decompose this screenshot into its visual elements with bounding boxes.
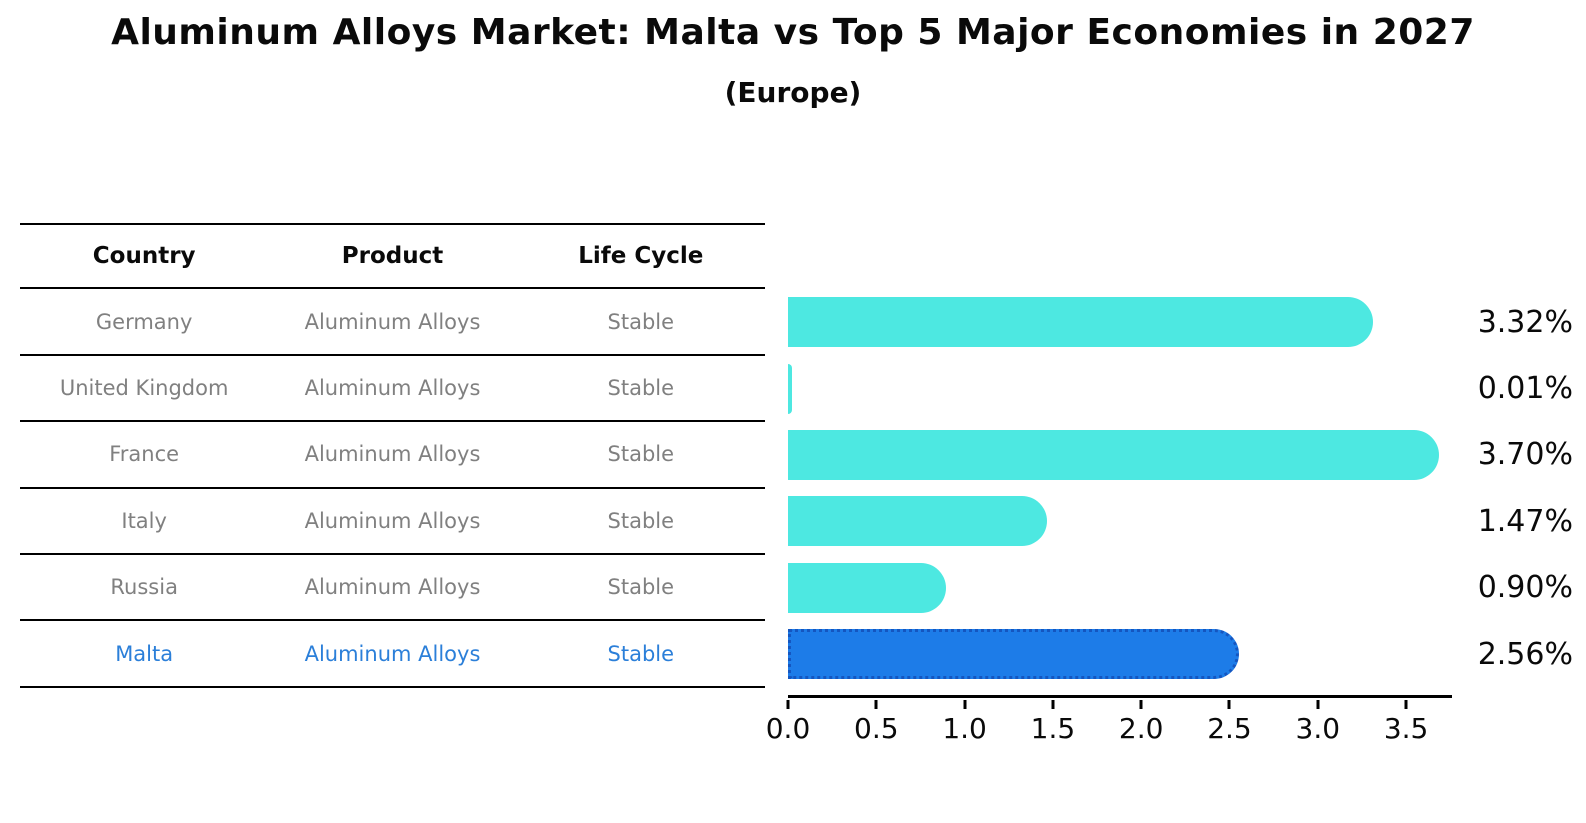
- table-header-row: Country Product Life Cycle: [20, 223, 765, 290]
- x-axis-tick-label: 2.0: [1118, 712, 1164, 745]
- x-axis-tick: [1051, 700, 1055, 709]
- value-labels-column: 3.32% 0.01% 3.70% 1.47% 0.90% 2.56%: [1455, 289, 1573, 687]
- cell-product: Aluminum Alloys: [304, 309, 481, 334]
- cell-product: Aluminum Alloys: [304, 641, 481, 666]
- x-axis-tick-label: 3.0: [1295, 712, 1341, 745]
- x-axis-tick-label: 1.5: [1030, 712, 1076, 745]
- value-label-france: 3.70%: [1477, 437, 1573, 473]
- value-label-russia: 0.90%: [1477, 570, 1573, 606]
- cell-product: Aluminum Alloys: [304, 575, 481, 600]
- cell-life-cycle: Stable: [607, 641, 675, 666]
- country-table: Country Product Life Cycle Germany Alumi…: [20, 223, 765, 688]
- bar-italy: [788, 496, 1047, 547]
- bar-united-kingdom: [788, 363, 792, 414]
- bar-row-france: [788, 422, 1450, 488]
- x-axis-tick-label: 1.0: [942, 712, 987, 745]
- table-row-united-kingdom: United Kingdom Aluminum Alloys Stable: [20, 356, 765, 423]
- value-label-italy: 1.47%: [1477, 503, 1573, 539]
- cell-life-cycle: Stable: [607, 442, 675, 467]
- bar-france: [788, 429, 1440, 480]
- x-axis-tick: [874, 700, 878, 709]
- table-row-germany: Germany Aluminum Alloys Stable: [20, 289, 765, 356]
- x-axis-tick-label: 2.5: [1207, 712, 1252, 745]
- table-row-russia: Russia Aluminum Alloys Stable: [20, 555, 765, 622]
- cell-life-cycle: Stable: [607, 309, 675, 334]
- x-axis-tick: [1227, 700, 1231, 709]
- bar-row-united-kingdom: [788, 355, 1450, 421]
- x-axis-tick-label: 0.0: [765, 712, 811, 745]
- chart-title: Aluminum Alloys Market: Malta vs Top 5 M…: [111, 12, 1475, 53]
- table-row-italy: Italy Aluminum Alloys Stable: [20, 489, 765, 555]
- bar-row-italy: [788, 488, 1450, 554]
- bar-row-germany: [788, 289, 1450, 355]
- cell-country: Italy: [121, 508, 167, 533]
- cell-country: United Kingdom: [59, 375, 229, 400]
- bar-russia: [788, 562, 947, 613]
- cell-country: Malta: [115, 641, 174, 666]
- value-label-germany: 3.32%: [1477, 304, 1573, 340]
- cell-country: Germany: [95, 309, 193, 334]
- value-label-united-kingdom: 0.01%: [1477, 371, 1573, 407]
- cell-country: France: [109, 442, 180, 467]
- chart-subtitle: (Europe): [724, 76, 862, 109]
- x-axis-tick: [1139, 700, 1143, 709]
- cell-life-cycle: Stable: [607, 508, 675, 533]
- cell-product: Aluminum Alloys: [304, 442, 481, 467]
- table-header-product: Product: [341, 243, 444, 270]
- x-axis-tick: [1404, 700, 1408, 709]
- table-row-malta: Malta Aluminum Alloys Stable: [20, 621, 765, 688]
- table-header-life-cycle: Life Cycle: [578, 243, 704, 270]
- cell-life-cycle: Stable: [607, 375, 675, 400]
- bar-malta-highlighted: [788, 629, 1239, 680]
- cell-country: Russia: [110, 575, 178, 600]
- x-axis-tick-label: 3.5: [1383, 712, 1429, 745]
- bar-row-malta: [788, 621, 1450, 687]
- x-axis-tick-label: 0.5: [854, 712, 899, 745]
- bar-germany: [788, 297, 1373, 348]
- cell-product: Aluminum Alloys: [304, 508, 481, 533]
- cell-life-cycle: Stable: [607, 575, 675, 600]
- table-row-france: France Aluminum Alloys Stable: [20, 422, 765, 489]
- x-axis-tick: [963, 700, 967, 709]
- bar-chart: [788, 289, 1450, 688]
- cell-product: Aluminum Alloys: [304, 375, 481, 400]
- x-axis: 0.0 0.5 1.0 1.5 2.0 2.5 3.0 3.5: [766, 695, 1452, 745]
- x-axis-tick: [786, 700, 790, 709]
- x-axis-tick: [1316, 700, 1320, 709]
- value-label-malta: 2.56%: [1477, 636, 1573, 672]
- table-header-country: Country: [92, 243, 196, 270]
- bar-row-russia: [788, 555, 1450, 621]
